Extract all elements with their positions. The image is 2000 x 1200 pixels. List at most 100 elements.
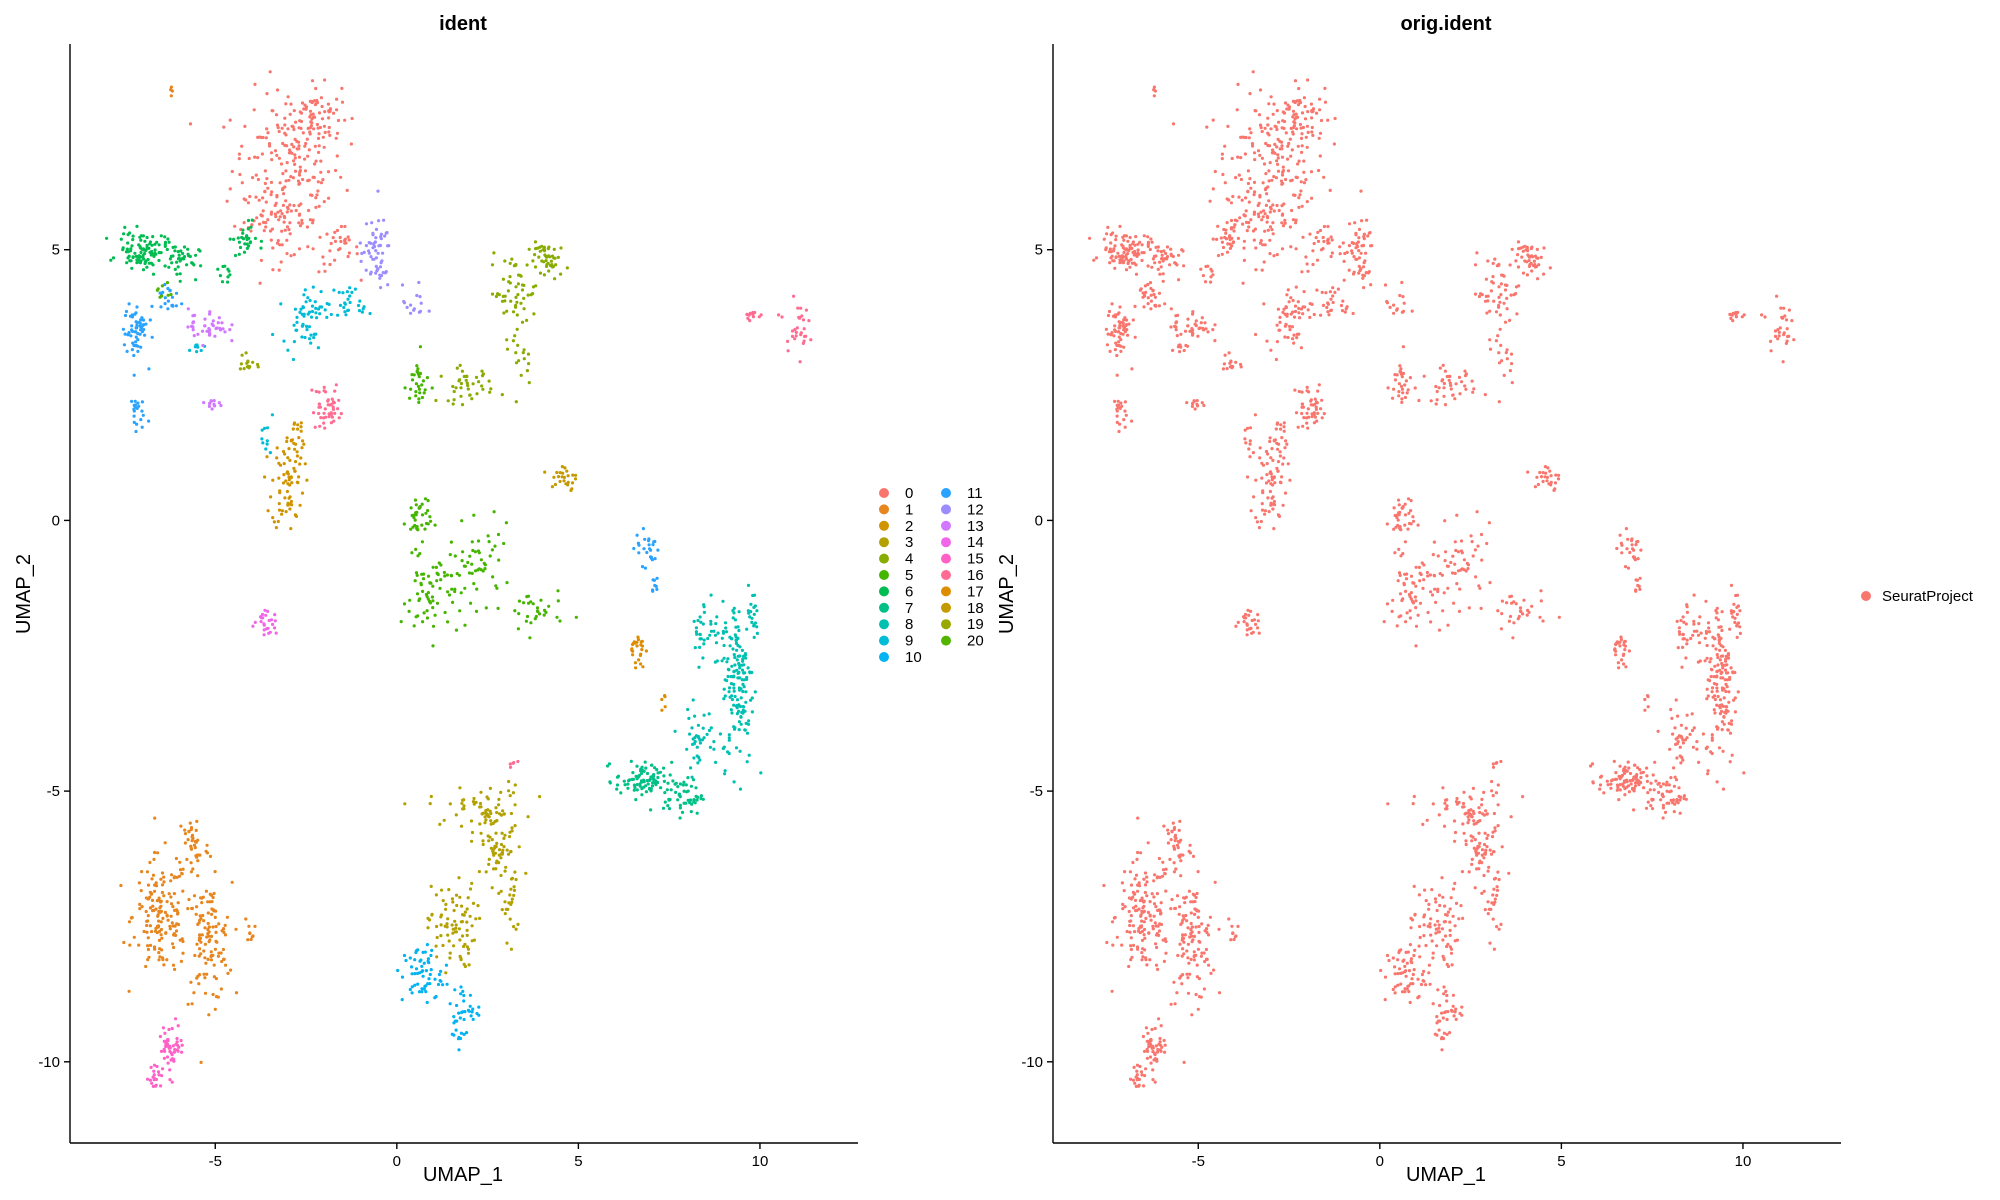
cell-point [152, 1073, 156, 1077]
cell-point [299, 126, 303, 130]
cell-point [1397, 503, 1401, 507]
cell-point [1161, 860, 1165, 864]
cell-point [273, 619, 277, 623]
cell-point [1146, 264, 1150, 268]
cell-point [1703, 659, 1707, 663]
cell-point [1715, 669, 1719, 673]
cell-point [446, 620, 450, 624]
cell-point [1270, 151, 1275, 155]
cell-point [1272, 527, 1276, 531]
cell-point [243, 242, 247, 246]
cell-point [288, 203, 292, 207]
cell-point [1456, 550, 1460, 554]
cell-point [1117, 340, 1121, 344]
cell-point [1458, 392, 1462, 396]
cell-point [285, 439, 289, 444]
cell-point [1220, 240, 1224, 244]
cell-point [414, 967, 419, 971]
cell-point [1409, 499, 1413, 503]
cell-point [346, 297, 350, 301]
cell-point [453, 930, 458, 934]
cell-point [441, 983, 445, 987]
cell-point [162, 894, 166, 898]
cell-point [1244, 220, 1249, 224]
cell-point [149, 1065, 153, 1069]
cell-point [1492, 811, 1496, 816]
cell-point [655, 576, 659, 580]
cell-point [1164, 939, 1168, 944]
cell-point [1445, 1032, 1449, 1036]
cell-point [1720, 709, 1724, 714]
cell-point [1433, 1032, 1437, 1036]
cell-point [221, 327, 225, 331]
cell-point [459, 381, 463, 386]
cell-point [204, 889, 208, 893]
cell-point [1602, 791, 1606, 795]
cell-point [1117, 320, 1121, 324]
cell-point [1464, 387, 1468, 391]
cell-point [1311, 249, 1315, 253]
cell-point [494, 831, 498, 835]
cell-point [1173, 906, 1177, 911]
cell-point [1254, 516, 1258, 520]
cell-point [1483, 831, 1487, 835]
cell-point [1192, 934, 1197, 939]
cell-point [410, 972, 414, 976]
cell-point [198, 933, 202, 937]
cell-point [1266, 116, 1270, 120]
cell-point [1324, 291, 1328, 295]
cell-point [1209, 971, 1213, 976]
cell-point [333, 230, 337, 234]
cell-point [278, 491, 282, 495]
cell-point [1177, 253, 1181, 257]
cell-point [280, 126, 284, 130]
cell-point [333, 389, 337, 393]
cell-point [1130, 367, 1134, 371]
cell-point [490, 838, 494, 842]
cell-point [499, 889, 503, 893]
cell-point [1646, 791, 1650, 795]
cell-point [1114, 238, 1118, 242]
cell-point [420, 523, 424, 527]
cell-point [219, 403, 223, 408]
cell-point [1591, 780, 1595, 784]
cell-point [1409, 926, 1413, 930]
cell-point [250, 218, 254, 222]
cell-point [561, 471, 565, 475]
legend-key [879, 504, 889, 515]
cell-point [1140, 243, 1144, 247]
cell-point [148, 318, 152, 322]
cell-point [721, 629, 726, 634]
cell-point [732, 686, 736, 690]
cell-point [1470, 379, 1474, 383]
cell-point [146, 919, 150, 923]
cell-point [1523, 259, 1527, 263]
cell-point [1234, 176, 1238, 180]
cell-point [1128, 870, 1132, 874]
cell-point [1134, 235, 1138, 239]
cell-point [213, 1007, 217, 1011]
cell-point [425, 616, 429, 620]
cell-point [441, 899, 445, 903]
cell-point [1485, 836, 1489, 841]
cell-point [335, 131, 340, 135]
cell-point [507, 835, 512, 839]
cell-point [129, 334, 133, 338]
cell-point [1155, 876, 1159, 880]
cell-point [533, 617, 537, 621]
cell-point [414, 382, 418, 386]
cell-point [140, 425, 144, 429]
cell-point [297, 221, 301, 225]
cell-point [1297, 196, 1301, 200]
cell-point [1180, 248, 1184, 252]
cell-point [169, 292, 173, 297]
cell-point [137, 881, 141, 885]
cell-point [1281, 310, 1285, 314]
cell-point [402, 602, 407, 606]
cell-point [1144, 916, 1148, 921]
cell-point [309, 193, 313, 197]
cell-point [310, 309, 315, 314]
cell-point [1230, 924, 1234, 928]
cell-point [1196, 1007, 1200, 1011]
cell-point [1145, 875, 1149, 879]
